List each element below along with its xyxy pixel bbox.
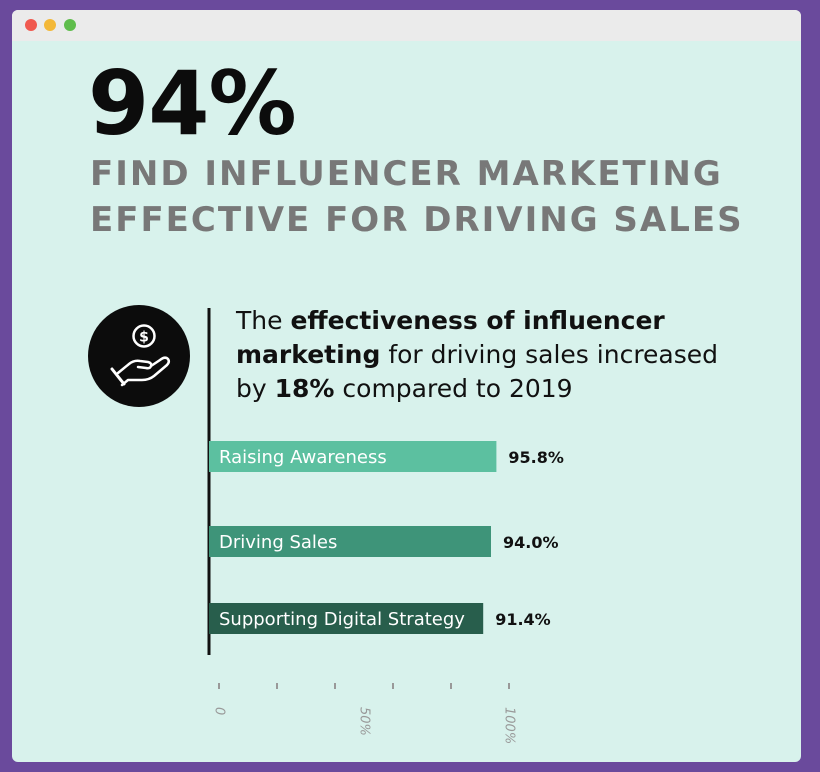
title-bar — [12, 10, 801, 41]
bar-label: Supporting Digital Strategy — [219, 609, 465, 630]
description-part-1: The — [236, 306, 291, 335]
headline-stat: 94% — [88, 52, 297, 155]
browser-window: 94% FIND INFLUENCER MARKETING EFFECTIVE … — [12, 10, 801, 762]
close-window-button[interactable] — [25, 19, 37, 31]
bar-label: Raising Awareness — [219, 447, 387, 468]
value-label: 95.8% — [508, 448, 564, 467]
description-text: The effectiveness of influencer marketin… — [236, 304, 756, 406]
value-label: 94.0% — [503, 533, 559, 552]
description-bold-1: effectiveness of influencer marketing — [236, 306, 665, 369]
bar — [209, 603, 484, 634]
description-bold-2: 18% — [274, 374, 335, 403]
value-label: 91.4% — [495, 610, 551, 629]
subheadline-line-2: EFFECTIVE FOR DRIVING SALES — [90, 200, 744, 240]
bar — [209, 441, 497, 472]
description-part-2: for driving sales increased by — [236, 340, 719, 403]
x-tick-label: 0 — [212, 707, 227, 715]
hand-dollar-icon: $ — [88, 305, 190, 407]
x-tick-label: 100% — [502, 707, 517, 744]
bar-label: Driving Sales — [219, 532, 337, 553]
minimize-window-button[interactable] — [44, 19, 56, 31]
description-part-3: compared to 2019 — [334, 374, 573, 403]
bar — [209, 526, 491, 557]
x-tick-label: 50% — [357, 707, 372, 736]
svg-text:$: $ — [139, 330, 149, 346]
maximize-window-button[interactable] — [64, 19, 76, 31]
bar-chart: Raising Awareness 95.8% Driving Sales 94.0%… — [207, 308, 564, 744]
subheadline: FIND INFLUENCER MARKETING EFFECTIVE FOR … — [90, 151, 790, 243]
subheadline-line-1: FIND INFLUENCER MARKETING — [90, 154, 723, 194]
